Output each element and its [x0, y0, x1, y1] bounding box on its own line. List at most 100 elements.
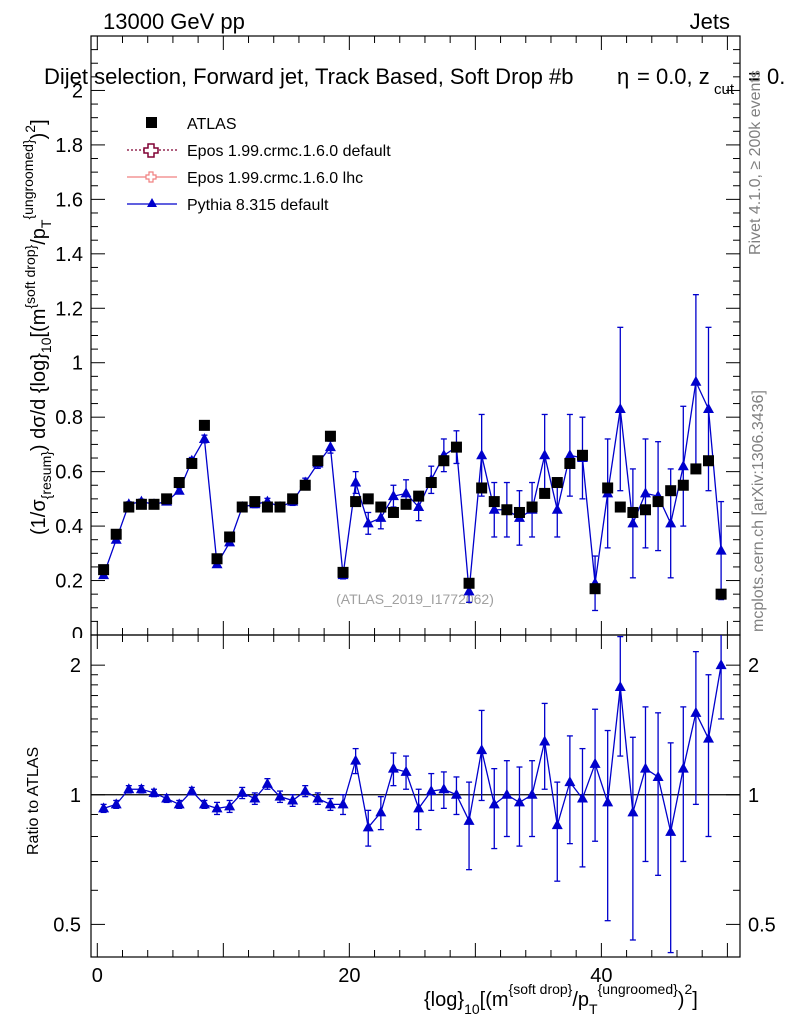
pythia-ratio-point — [413, 802, 425, 813]
atlas-point — [186, 457, 198, 469]
pythia-point — [387, 490, 399, 501]
pythia-ratio-point — [400, 765, 412, 776]
atlas-point — [614, 501, 626, 513]
pythia-point — [690, 375, 702, 386]
atlas-series-main — [98, 419, 727, 600]
atlas-point — [161, 493, 173, 505]
analysis-watermark: (ATLAS_2019_I1772062) — [336, 591, 494, 607]
pythia-ratio-point — [627, 806, 639, 817]
atlas-point — [324, 430, 336, 442]
pythia-ratio-point — [488, 798, 500, 809]
pythia-ratio-point — [715, 659, 727, 670]
pythia-series-main — [98, 294, 727, 612]
atlas-point — [602, 482, 614, 494]
pythia-ratio-point — [463, 814, 475, 825]
pythia-point — [463, 585, 475, 596]
pythia-ratio-point — [224, 800, 236, 811]
pythia-ratio-point — [450, 788, 462, 799]
pythia-ratio-point — [287, 794, 299, 805]
atlas-point — [539, 487, 551, 499]
pythia-ratio-point — [362, 821, 374, 832]
ratio-y-tick-label: 1 — [70, 785, 81, 807]
svg-text:(1/σ{resum}) dσ/d {log}10[(m{s: (1/σ{resum}) dσ/d {log}10[(m{soft drop}/… — [20, 119, 54, 535]
atlas-point — [224, 531, 236, 543]
pythia-ratio-point — [576, 792, 588, 803]
atlas-point — [501, 504, 513, 516]
pythia-point — [564, 449, 576, 460]
atlas-point — [261, 501, 273, 513]
legend-epos-default-marker — [127, 143, 177, 158]
pythia-point — [677, 460, 689, 471]
atlas-point — [110, 528, 122, 540]
mcplots-label: mcplots.cern.ch [arXiv:1306.3436] — [750, 390, 767, 632]
atlas-point — [337, 566, 349, 578]
atlas-point — [350, 496, 362, 508]
plot-title-suffix: = 0.0, z — [637, 64, 710, 89]
pythia-ratio-point — [652, 770, 664, 781]
ratio-y-ticks: 0.5 0.5 1 1 2 2 — [53, 655, 776, 936]
pythia-point — [362, 517, 374, 528]
atlas-point — [211, 553, 223, 565]
pythia-ratio-point — [211, 802, 223, 813]
x-axis-label: {log}10[(m{soft drop}/pT{ungroomed})2] — [424, 981, 698, 1017]
atlas-point — [526, 501, 538, 513]
main-y-tick-label-zero: 0 — [72, 624, 83, 646]
ratio-y-tick-label: 0.5 — [53, 914, 81, 936]
legend: ATLAS Epos 1.99.crmc.1.6.0 default Epos … — [127, 116, 391, 214]
atlas-point — [715, 588, 727, 600]
pythia-ratio-point — [337, 798, 349, 809]
pythia-ratio-point — [564, 776, 576, 787]
legend-epos-default-label: Epos 1.99.crmc.1.6.0 default — [187, 143, 391, 160]
x-tick-label: 20 — [338, 965, 360, 987]
atlas-point — [627, 506, 639, 518]
pythia-ratio-point — [249, 792, 261, 803]
pythia-ratio-point — [438, 783, 450, 794]
main-y-tick-label: 1.6 — [55, 189, 83, 211]
pythia-series-ratio — [98, 635, 727, 954]
x-tick-label: 40 — [590, 965, 612, 987]
ratio-y-tick-label-right: 0.5 — [748, 914, 776, 936]
pythia-ratio-point — [551, 819, 563, 830]
pythia-ratio-point — [236, 786, 248, 797]
x-ticks: 0 20 40 — [92, 36, 728, 987]
pythia-point — [324, 441, 336, 452]
pythia-ratio-point — [186, 785, 198, 796]
pythia-ratio-point — [161, 792, 173, 803]
pythia-ratio-point — [614, 680, 626, 691]
main-y-tick-label: 1.4 — [55, 244, 83, 266]
atlas-point — [287, 493, 299, 505]
pythia-ratio-point — [198, 798, 210, 809]
ratio-y-tick-label-right: 2 — [748, 655, 759, 677]
pythia-point — [173, 484, 185, 495]
main-y-tick-label: 0.4 — [55, 516, 83, 538]
main-y-ticks: 0.2 0.4 0.6 0.8 1 1.2 1.4 1.6 1.8 2 0 — [55, 49, 740, 646]
pythia-point — [375, 511, 387, 522]
pythia-ratio-point — [501, 788, 513, 799]
pythia-ratio-point — [526, 788, 538, 799]
pythia-ratio-point — [110, 798, 122, 809]
process-label: Jets — [690, 9, 730, 34]
pythia-ratio-point — [476, 744, 488, 755]
atlas-point — [413, 490, 425, 502]
pythia-ratio-point — [677, 762, 689, 773]
pythia-point — [539, 449, 551, 460]
pythia-point — [413, 501, 425, 512]
pythia-ratio-point — [589, 757, 601, 768]
pythia-ratio-point — [123, 783, 135, 794]
legend-atlas-marker — [146, 117, 157, 128]
atlas-point — [690, 463, 702, 475]
main-y-tick-label: 0.6 — [55, 462, 83, 484]
ratio-y-tick-label-right: 1 — [748, 785, 759, 807]
pythia-point — [627, 517, 639, 528]
legend-epos-lhc-marker — [127, 171, 177, 183]
pythia-ratio-point — [602, 796, 614, 807]
atlas-point — [249, 496, 261, 508]
pythia-ratio-point — [702, 732, 714, 743]
pythia-ratio-point — [513, 796, 525, 807]
pythia-point — [350, 476, 362, 487]
pythia-ratio-point — [324, 798, 336, 809]
pythia-point — [551, 503, 563, 514]
pythia-ratio-point — [665, 825, 677, 836]
pythia-ratio-point — [312, 792, 324, 803]
pythia-point — [198, 432, 210, 443]
